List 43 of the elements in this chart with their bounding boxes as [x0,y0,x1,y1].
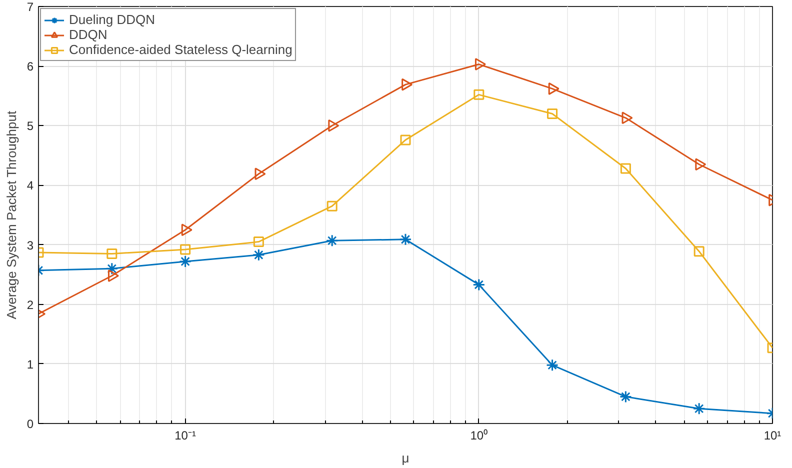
point [474,89,484,100]
point [547,108,558,119]
point [692,402,706,415]
y-tick-label: 3 [26,238,34,252]
point [253,236,264,248]
x-tick-label: 10⁰ [470,428,488,442]
x-axis-title: μ [402,450,410,466]
y-tick-label: 6 [26,60,34,74]
point [548,82,560,95]
legend-label: Dueling DDQN [69,12,155,27]
point [326,234,338,247]
y-tick-label: 0 [26,417,34,431]
point [546,358,559,372]
point [328,119,340,132]
point [106,262,118,275]
point [695,158,706,171]
point [620,163,631,174]
y-axis-title: Average System Packet Throughput [4,110,19,320]
point [108,270,119,282]
point [180,244,191,255]
point [400,134,411,146]
legend-label: Confidence-aided Stateless Q-learning [69,42,292,57]
point [472,278,486,291]
point [694,246,704,257]
y-tick-label: 5 [26,119,34,134]
legend-label: DDQN [69,27,108,42]
point [399,233,412,246]
y-tick-label: 7 [26,0,34,14]
x-tick-label: 10⁻¹ [174,428,196,442]
point [181,224,192,236]
point [622,112,633,124]
point [326,200,338,212]
x-tick-label: 10¹ [764,428,782,442]
point [619,390,632,403]
y-tick-label: 2 [26,298,34,312]
y-tick-label: 4 [26,178,34,193]
point [474,58,486,71]
point [254,168,266,180]
point [252,248,265,262]
point [106,248,118,259]
point [179,255,192,268]
point [402,78,413,91]
y-tick-label: 1 [26,357,34,372]
